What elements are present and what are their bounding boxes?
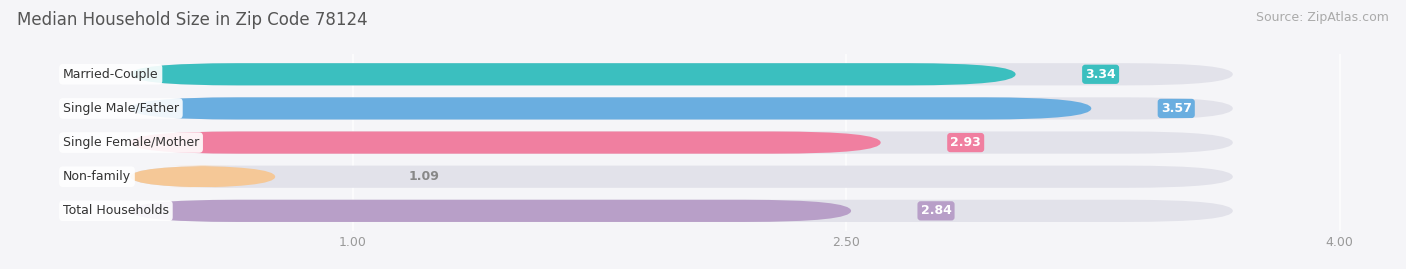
Text: 3.57: 3.57 bbox=[1161, 102, 1192, 115]
Text: Single Female/Mother: Single Female/Mother bbox=[63, 136, 200, 149]
FancyBboxPatch shape bbox=[131, 132, 880, 154]
FancyBboxPatch shape bbox=[131, 97, 1233, 119]
FancyBboxPatch shape bbox=[131, 166, 1233, 188]
Text: Non-family: Non-family bbox=[63, 170, 131, 183]
FancyBboxPatch shape bbox=[131, 166, 276, 188]
Text: 2.93: 2.93 bbox=[950, 136, 981, 149]
FancyBboxPatch shape bbox=[131, 200, 851, 222]
Text: 1.09: 1.09 bbox=[409, 170, 439, 183]
FancyBboxPatch shape bbox=[131, 97, 1091, 119]
Text: Total Households: Total Households bbox=[63, 204, 169, 217]
Text: Married-Couple: Married-Couple bbox=[63, 68, 159, 81]
Text: 2.84: 2.84 bbox=[921, 204, 952, 217]
FancyBboxPatch shape bbox=[131, 63, 1233, 85]
Text: Single Male/Father: Single Male/Father bbox=[63, 102, 179, 115]
Text: 3.34: 3.34 bbox=[1085, 68, 1116, 81]
Text: Median Household Size in Zip Code 78124: Median Household Size in Zip Code 78124 bbox=[17, 11, 367, 29]
FancyBboxPatch shape bbox=[131, 132, 1233, 154]
Text: Source: ZipAtlas.com: Source: ZipAtlas.com bbox=[1256, 11, 1389, 24]
FancyBboxPatch shape bbox=[131, 200, 1233, 222]
FancyBboxPatch shape bbox=[131, 63, 1015, 85]
